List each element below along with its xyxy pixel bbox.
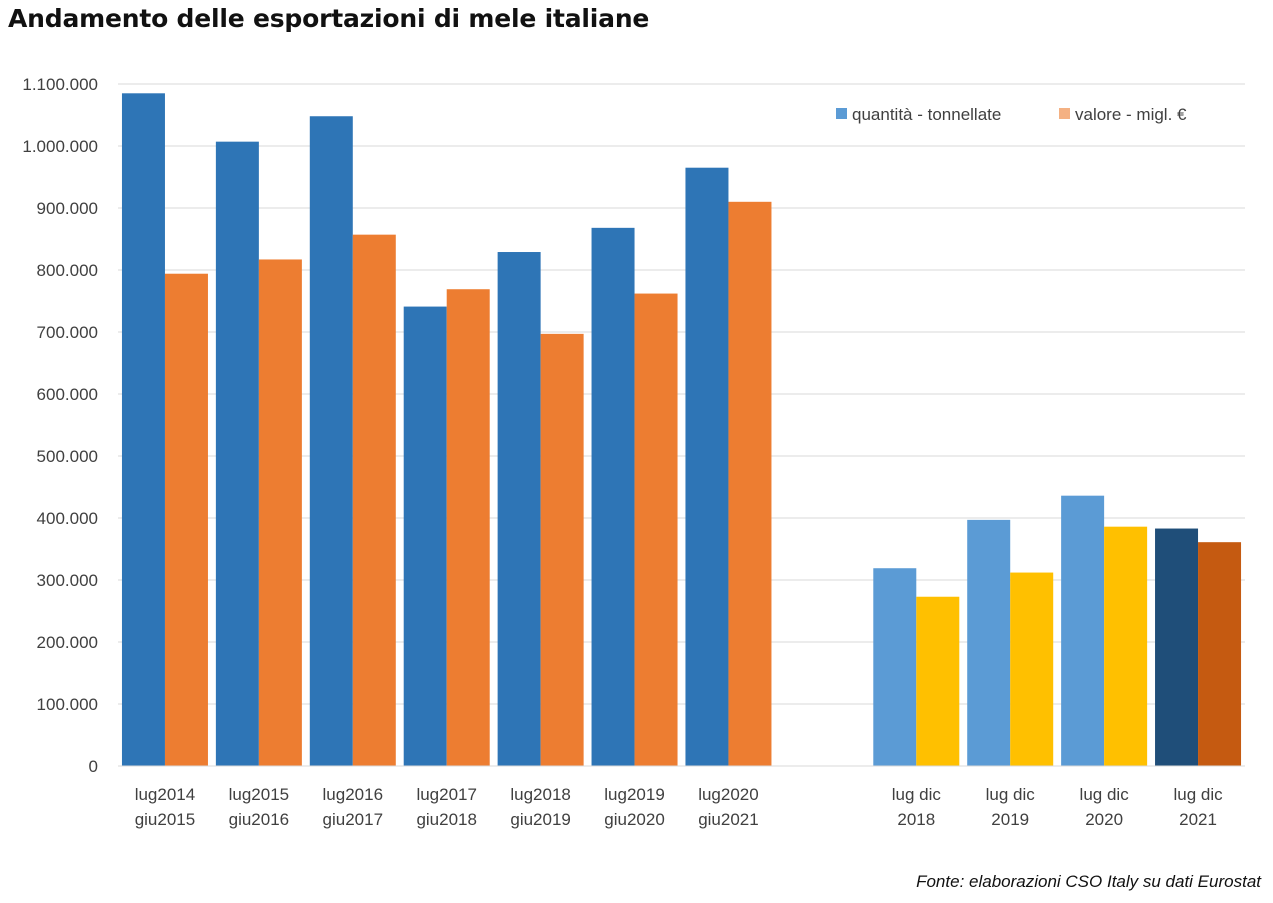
x-tick-label: lug2015	[229, 785, 290, 804]
bar	[1104, 526, 1148, 766]
bar	[591, 227, 635, 767]
legend: quantità - tonnellate valore - migl. €	[836, 105, 1187, 124]
bar	[258, 259, 302, 766]
y-tick-label: 500.000	[37, 447, 98, 466]
bar	[446, 289, 490, 766]
x-tick-label: lug2017	[416, 785, 477, 804]
x-tick-label: giu2018	[416, 810, 477, 829]
x-tick-label: lug dic	[986, 785, 1036, 804]
y-tick-label: 700.000	[37, 323, 98, 342]
legend-swatch	[836, 108, 847, 119]
bar	[309, 116, 353, 767]
bar	[1198, 542, 1242, 766]
gridlines	[118, 83, 1245, 705]
bar	[728, 201, 772, 767]
bar	[403, 306, 447, 766]
legend-label: valore - migl. €	[1075, 105, 1187, 124]
x-tick-label: lug2020	[698, 785, 759, 804]
x-tick-label: lug2016	[323, 785, 384, 804]
bar	[497, 252, 541, 766]
bar	[540, 333, 584, 766]
bar	[685, 167, 729, 766]
y-tick-label: 200.000	[37, 633, 98, 652]
y-tick-label: 1.100.000	[22, 75, 98, 94]
x-tick-label: 2021	[1179, 810, 1217, 829]
x-tick-label: giu2017	[323, 810, 384, 829]
y-tick-label: 0	[89, 757, 98, 776]
y-axis: 0 100.000 200.000 300.000 400.000 500.000 600.…	[22, 75, 98, 776]
chart-title: Andamento delle esportazioni di mele ita…	[8, 4, 650, 33]
legend-swatch	[1059, 108, 1070, 119]
bar	[916, 596, 960, 766]
source-note: Fonte: elaborazioni CSO Italy su dati Eu…	[916, 872, 1261, 891]
x-tick-label: lug dic	[1080, 785, 1130, 804]
bar	[967, 519, 1011, 766]
x-tick-label: lug dic	[892, 785, 942, 804]
x-tick-label: giu2016	[229, 810, 290, 829]
x-tick-label: 2018	[897, 810, 935, 829]
legend-label: quantità - tonnellate	[852, 105, 1001, 124]
x-tick-label: giu2020	[604, 810, 665, 829]
x-axis: lug2014 giu2015 lug2015 giu2016 lug2016 giu20…	[118, 765, 1245, 829]
y-tick-label: 100.000	[37, 695, 98, 714]
x-tick-label: 2020	[1085, 810, 1123, 829]
y-tick-label: 1.000.000	[22, 137, 98, 156]
x-tick-label: lug2014	[135, 785, 196, 804]
bar	[121, 93, 165, 767]
bar	[215, 141, 259, 766]
x-tick-label: lug2019	[604, 785, 665, 804]
y-tick-label: 600.000	[37, 385, 98, 404]
bars	[121, 93, 1242, 767]
x-tick-label: giu2019	[510, 810, 571, 829]
y-tick-label: 400.000	[37, 509, 98, 528]
bar	[873, 568, 917, 766]
x-tick-label: 2019	[991, 810, 1029, 829]
bar	[1061, 495, 1105, 766]
y-tick-label: 800.000	[37, 261, 98, 280]
bar	[352, 234, 396, 766]
y-tick-label: 900.000	[37, 199, 98, 218]
bar	[164, 273, 208, 766]
bar	[1155, 528, 1199, 766]
bar	[634, 293, 678, 766]
x-tick-label: giu2021	[698, 810, 759, 829]
y-tick-label: 300.000	[37, 571, 98, 590]
x-tick-label: giu2015	[135, 810, 196, 829]
bar	[1010, 572, 1054, 766]
x-tick-label: lug dic	[1173, 785, 1223, 804]
x-tick-label: lug2018	[510, 785, 571, 804]
